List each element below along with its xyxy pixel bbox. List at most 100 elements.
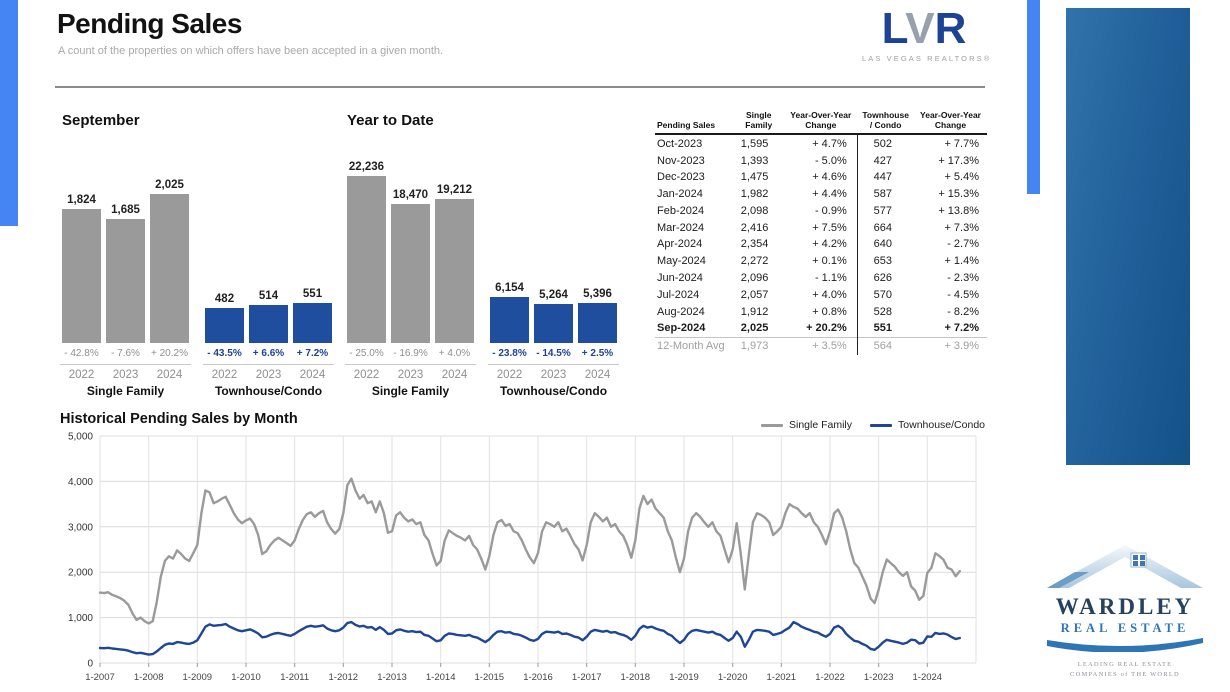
bar-column: 19,212 bbox=[435, 184, 474, 343]
table-cell: - 2.7% bbox=[947, 238, 979, 251]
bar-group-tc: 6,154 5,264 5,396- 23.8% - 14.5% + 2.5% 2022 2… bbox=[488, 131, 619, 398]
table-cell: + 7.2% bbox=[944, 322, 979, 335]
table-cell: + 4.7% bbox=[812, 137, 847, 150]
group-name: Single Family bbox=[86, 384, 165, 398]
table-cell: 2,272 bbox=[740, 255, 769, 268]
svg-text:1-2022: 1-2022 bbox=[815, 672, 845, 683]
table-cell: + 4.2% bbox=[812, 238, 847, 251]
september-bar-chart: September 1,824 1,685 2,025 - 42.8% - 7.6% + … bbox=[60, 112, 338, 398]
pending-sales-table: Pending Sales Single Family Year-Over-Year… bbox=[655, 110, 987, 355]
change-label: - 7.6% bbox=[111, 348, 140, 359]
bar bbox=[205, 307, 244, 343]
svg-text:0: 0 bbox=[87, 659, 93, 670]
bars: 6,154 5,264 5,396 bbox=[488, 131, 619, 343]
historical-chart-title: Historical Pending Sales by Month bbox=[60, 411, 298, 427]
table-cell: 2,096 bbox=[740, 272, 769, 285]
svg-text:1-2010: 1-2010 bbox=[231, 672, 261, 683]
bars: 22,236 18,470 19,212 bbox=[345, 131, 476, 343]
table-row: Aug-2024 1,912 + 0.8% 528 - 8.2% bbox=[655, 303, 987, 320]
bar-column: 482 bbox=[205, 293, 244, 343]
bar-column: 18,470 bbox=[391, 189, 430, 343]
svg-text:1-2017: 1-2017 bbox=[572, 672, 602, 683]
chart-legend: Single Family Townhouse/Condo bbox=[760, 419, 985, 431]
table-cell: Oct-2023 bbox=[657, 137, 703, 150]
group-name: Townhouse/Condo bbox=[214, 384, 323, 398]
table-row: Dec-2023 1,475 + 4.6% 447 + 5.4% bbox=[655, 168, 987, 186]
svg-text:1-2019: 1-2019 bbox=[669, 672, 699, 683]
svg-text:4,000: 4,000 bbox=[68, 477, 93, 488]
table-cell: Aug-2024 bbox=[657, 305, 705, 318]
table-cell: Feb-2024 bbox=[657, 204, 705, 217]
svg-text:1-2009: 1-2009 bbox=[183, 672, 213, 683]
bar-value-label: 5,396 bbox=[583, 287, 612, 300]
bar bbox=[435, 198, 474, 343]
bar-column: 514 bbox=[249, 290, 288, 343]
table-cell: + 13.8% bbox=[938, 204, 979, 217]
table-row: Nov-2023 1,393 - 5.0% 427 + 17.3% bbox=[655, 152, 987, 169]
bar-group-sf: 22,236 18,470 19,212 - 25.0% - 16.9% + 4.0% 20… bbox=[345, 131, 476, 398]
lvr-letter-l: L bbox=[881, 4, 906, 53]
table-cell: 2,416 bbox=[740, 221, 769, 234]
table-cell: 427 bbox=[856, 152, 915, 169]
table-row: Jul-2024 2,057 + 4.0% 570 - 4.5% bbox=[655, 286, 987, 304]
table-cell: 640 bbox=[856, 236, 915, 253]
bar-column: 6,154 bbox=[490, 282, 529, 343]
table-cell: Sep-2024 bbox=[657, 322, 706, 335]
svg-text:1-2007: 1-2007 bbox=[85, 672, 115, 683]
svg-text:1-2011: 1-2011 bbox=[280, 672, 309, 683]
table-cell: 528 bbox=[856, 303, 915, 320]
left-accent-bar bbox=[0, 0, 18, 226]
table-cell: 2,098 bbox=[740, 204, 769, 217]
change-row: - 42.8% - 7.6% + 20.2% bbox=[60, 343, 191, 365]
bar-column: 1,824 bbox=[62, 194, 101, 343]
year-label: 2022 bbox=[68, 369, 95, 381]
change-label: + 20.2% bbox=[151, 348, 188, 359]
table-header: Pending Sales Single Family Year-Over-Year… bbox=[655, 110, 987, 136]
lvr-logo: LVR LAS VEGAS REALTORS® bbox=[862, 4, 989, 63]
right-accent-bar bbox=[1027, 0, 1040, 194]
legend-single-family-label: Single Family bbox=[788, 419, 853, 431]
year-label: 2024 bbox=[299, 369, 326, 381]
table-cell: - 2.3% bbox=[947, 272, 979, 285]
bar-value-label: 6,154 bbox=[495, 281, 524, 294]
change-label: + 4.0% bbox=[438, 348, 471, 359]
svg-text:1-2023: 1-2023 bbox=[864, 672, 894, 683]
table-header-cell: Year-Over-Year Change bbox=[784, 110, 858, 136]
table-cell: + 0.1% bbox=[812, 255, 847, 268]
lvr-logo-text: LVR bbox=[862, 4, 986, 53]
table-cell: Mar-2024 bbox=[657, 221, 705, 234]
table-cell: + 7.3% bbox=[944, 221, 979, 234]
change-label: - 43.5% bbox=[207, 348, 242, 359]
svg-text:3,000: 3,000 bbox=[68, 522, 93, 533]
table-cell: - 4.5% bbox=[947, 288, 979, 301]
legend-single-family: Single Family bbox=[760, 419, 853, 431]
change-label: - 14.5% bbox=[536, 348, 571, 359]
table-row: Oct-2023 1,595 + 4.7% 502 + 7.7% bbox=[655, 134, 987, 153]
historical-chart-svg: 0 1,000 2,000 3,000 4,000 5,000 1-2007 1-2008 1-… bbox=[68, 432, 977, 683]
table-cell: + 17.3% bbox=[938, 154, 979, 167]
table-cell: + 5.4% bbox=[944, 171, 979, 184]
svg-text:1-2014: 1-2014 bbox=[426, 672, 456, 683]
table-row: 12-Month Avg 1,973 + 3.5% 564 + 3.9% bbox=[655, 336, 987, 355]
header-divider bbox=[55, 86, 985, 88]
year-row: 2022 2023 2024 bbox=[203, 365, 334, 382]
group-name: Single Family bbox=[371, 384, 450, 398]
bar bbox=[62, 208, 101, 343]
change-label: + 6.6% bbox=[252, 348, 285, 359]
change-label: - 23.8% bbox=[492, 348, 527, 359]
single-family-line-swatch-icon bbox=[760, 423, 783, 427]
wardley-tagline: LEADING REAL ESTATE COMPANIES of THE WOR… bbox=[1042, 660, 1208, 681]
svg-text:1-2024: 1-2024 bbox=[913, 672, 943, 683]
year-to-date-bar-chart: Year to Date 22,236 18,470 19,212- 25.0% - … bbox=[345, 112, 623, 398]
bar-value-label: 551 bbox=[302, 287, 323, 300]
table-cell: 1,912 bbox=[740, 305, 769, 318]
legend-townhouse-condo-label: Townhouse/Condo bbox=[898, 419, 985, 431]
bar bbox=[391, 204, 430, 343]
table-cell: 2,057 bbox=[740, 288, 769, 301]
svg-text:1,000: 1,000 bbox=[68, 613, 93, 624]
table-cell: + 0.8% bbox=[812, 305, 847, 318]
bar bbox=[293, 302, 332, 343]
table-cell: Jul-2024 bbox=[657, 288, 700, 301]
table-cell: Nov-2023 bbox=[657, 154, 705, 167]
